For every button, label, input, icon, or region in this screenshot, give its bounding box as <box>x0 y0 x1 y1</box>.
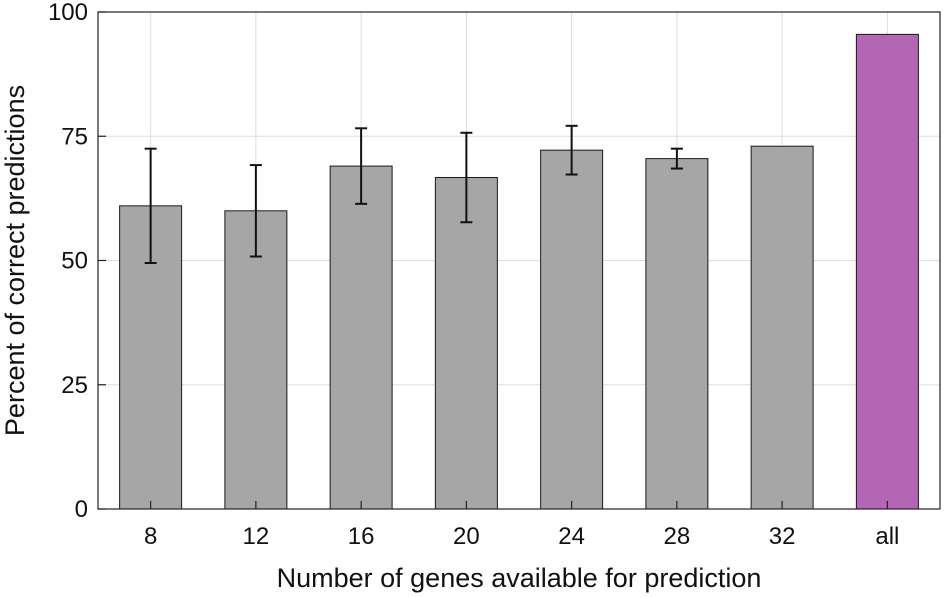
bar-20 <box>434 177 498 510</box>
x-tick-label: 24 <box>558 523 585 550</box>
y-tick-label: 0 <box>75 496 88 523</box>
x-tick-label: 28 <box>664 523 691 550</box>
y-axis-title: Percent of correct predictions <box>0 85 30 436</box>
error-bar-8 <box>144 147 157 264</box>
y-tick-label: 75 <box>61 123 88 150</box>
x-tick-label: 16 <box>348 523 375 550</box>
bar-16 <box>329 165 393 510</box>
y-axis-ticks: 0 25 50 75 100 <box>48 0 106 523</box>
y-tick-label: 50 <box>61 248 88 275</box>
grid-lines <box>98 12 940 509</box>
x-axis-ticks: 8 12 16 20 24 28 32 all <box>144 501 899 550</box>
y-tick-label: 100 <box>48 0 88 26</box>
error-bars <box>144 124 683 264</box>
error-bar-24 <box>565 124 578 176</box>
x-tick-label: 20 <box>453 523 480 550</box>
error-bar-28 <box>670 147 683 170</box>
bar-24 <box>540 149 604 510</box>
x-axis-title: Number of genes available for prediction <box>277 563 762 593</box>
error-bar-12 <box>249 164 262 258</box>
error-bar-20 <box>460 131 473 224</box>
x-tick-label: 32 <box>769 523 796 550</box>
x-tick-label: 12 <box>243 523 270 550</box>
bar-28 <box>645 158 709 510</box>
error-bar-16 <box>355 127 368 205</box>
y-tick-label: 25 <box>61 372 88 399</box>
bar-32 <box>750 145 814 510</box>
bar-all <box>855 33 919 510</box>
x-tick-label: all <box>875 523 899 550</box>
x-tick-label: 8 <box>144 523 157 550</box>
bars <box>119 33 919 510</box>
bar-12 <box>224 210 288 510</box>
